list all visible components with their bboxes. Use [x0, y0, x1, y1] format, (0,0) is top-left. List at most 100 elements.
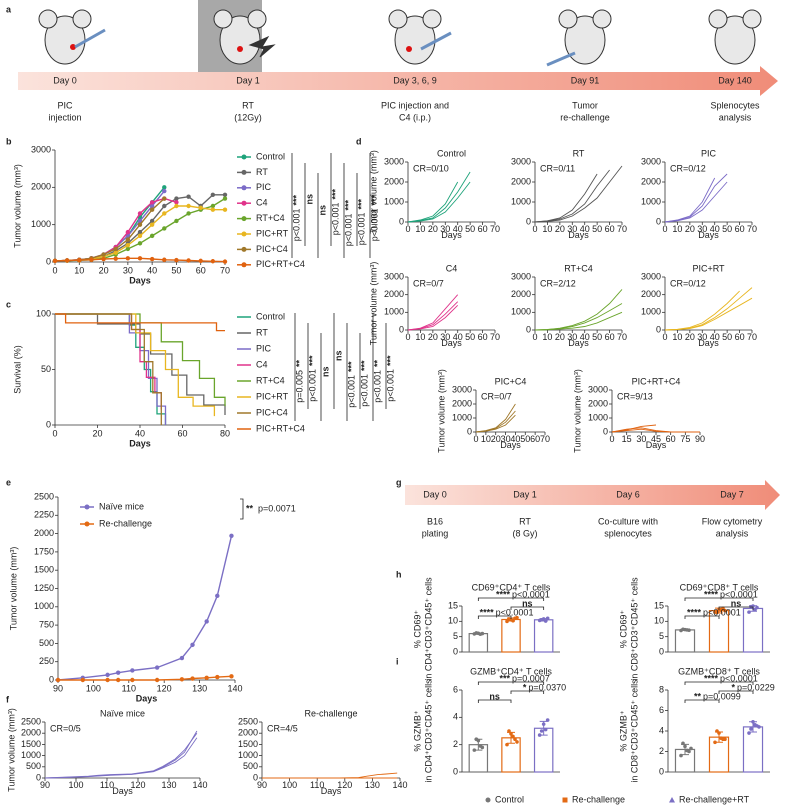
- series-line: [664, 297, 753, 331]
- y-tick-label: 500: [26, 761, 41, 771]
- data-point: [154, 665, 160, 670]
- data-point: [125, 246, 131, 252]
- significance-p: p<0.001: [372, 370, 382, 403]
- x-tick-label: 20: [491, 434, 501, 444]
- significance-label: ***: [343, 199, 353, 210]
- chart-title: PIC+RT: [692, 263, 725, 273]
- significance-bracket: [477, 699, 512, 703]
- legend-label: Control: [256, 151, 285, 161]
- x-tick-label: 10: [481, 434, 491, 444]
- significance-label: ***: [330, 188, 340, 199]
- significance-label: *: [731, 682, 735, 692]
- y-tick-label: 500: [39, 638, 54, 648]
- data-point: [753, 723, 757, 727]
- data-point: [474, 631, 479, 635]
- y-axis-label: Tumor volume (mm³): [6, 708, 16, 792]
- y-axis-label: Tumor volume (mm³): [12, 164, 22, 248]
- data-point: [89, 257, 94, 262]
- y-tick-label: 0: [46, 256, 51, 266]
- x-tick-label: 80: [220, 429, 230, 439]
- x-tick-label: 20: [428, 224, 438, 234]
- x-tick-label: 30: [123, 266, 133, 276]
- x-tick-label: 10: [672, 224, 682, 234]
- data-point: [478, 744, 483, 748]
- legend-label: PIC+RT+C4: [256, 423, 305, 433]
- significance-p: p=0.0099: [703, 691, 741, 701]
- significance-label: ns: [489, 691, 500, 701]
- data-point: [101, 256, 106, 262]
- data-point: [515, 740, 519, 744]
- chart-title: GZMB⁺CD8⁺ T cells: [678, 666, 760, 676]
- x-tick-label: 10: [542, 332, 552, 342]
- significance-p: p<0.001: [343, 214, 353, 247]
- data-point: [685, 748, 689, 753]
- x-tick-label: 100: [282, 780, 297, 790]
- x-tick-label: 10: [542, 224, 552, 234]
- data-point: [507, 729, 511, 733]
- data-point: [474, 737, 479, 741]
- y-tick-label: 0: [399, 216, 404, 226]
- chart-title: RT: [573, 148, 585, 158]
- significance-label: ns: [522, 598, 533, 608]
- data-point: [77, 257, 82, 263]
- legend-label: Naïve mice: [99, 501, 144, 511]
- annotation: CR=2/12: [540, 278, 576, 288]
- y-tick-label: 2000: [588, 398, 608, 408]
- y-tick-label: 0: [253, 772, 258, 782]
- legend-label: Re-challenge: [99, 518, 152, 528]
- legend-label: PIC+C4: [256, 244, 288, 254]
- timeline-day: Day 140: [718, 75, 752, 85]
- y-tick-label: 0: [453, 646, 458, 656]
- data-point: [505, 619, 509, 624]
- data-point: [719, 608, 723, 613]
- significance-label: ***: [356, 198, 366, 209]
- y-tick-label: 4: [659, 725, 664, 735]
- y-tick-label: 3000: [452, 384, 472, 394]
- timeline-event: re-challenge: [560, 112, 610, 122]
- significance-bracket: [684, 699, 720, 703]
- significance-label: ****: [704, 589, 719, 599]
- x-tick-label: 70: [490, 224, 500, 234]
- x-tick-label: 30: [697, 224, 707, 234]
- annotation: CR=0/10: [413, 163, 449, 173]
- series-line: [534, 165, 623, 223]
- timeline-event: Flow cytometry: [702, 516, 763, 526]
- y-tick-label: 250: [39, 656, 54, 666]
- y-tick-label: 0: [603, 426, 608, 436]
- x-tick-label: 70: [747, 332, 757, 342]
- x-tick-label: 0: [662, 332, 667, 342]
- data-point: [174, 218, 179, 224]
- y-tick-label: 500: [243, 761, 258, 771]
- x-tick-label: 140: [227, 684, 242, 694]
- survival-curve: [55, 313, 216, 417]
- panel-label: h: [396, 569, 402, 579]
- y-tick-label: 2: [453, 739, 458, 749]
- data-point: [751, 719, 755, 724]
- data-point: [174, 200, 179, 205]
- legend-label: RT: [256, 167, 268, 177]
- y-tick-label: 0: [399, 324, 404, 334]
- series-line: [534, 311, 623, 331]
- mouse-icons: [38, 9, 762, 67]
- x-tick-label: 30: [567, 332, 577, 342]
- legend-marker: [241, 216, 247, 222]
- data-point: [505, 742, 509, 747]
- y-axis-label: % CD69⁺: [618, 610, 628, 649]
- legend-label: PIC+RT: [256, 391, 289, 401]
- data-point: [162, 203, 167, 209]
- significance-bracket: [510, 690, 545, 694]
- x-tick-label: 110: [310, 780, 324, 790]
- timeline-event: (8 Gy): [512, 528, 537, 538]
- survival-curve: [55, 313, 162, 425]
- timeline-day: Day 1: [513, 489, 537, 499]
- significance-bracket: [684, 597, 754, 601]
- timeline-event: B16: [427, 516, 443, 526]
- data-point: [507, 617, 511, 621]
- data-point: [105, 672, 110, 678]
- y-tick-label: 1500: [34, 565, 54, 575]
- data-point: [125, 256, 131, 261]
- y-tick-label: 0: [659, 646, 664, 656]
- data-point: [137, 229, 143, 235]
- significance-label: **: [246, 503, 254, 513]
- bar: [742, 607, 764, 653]
